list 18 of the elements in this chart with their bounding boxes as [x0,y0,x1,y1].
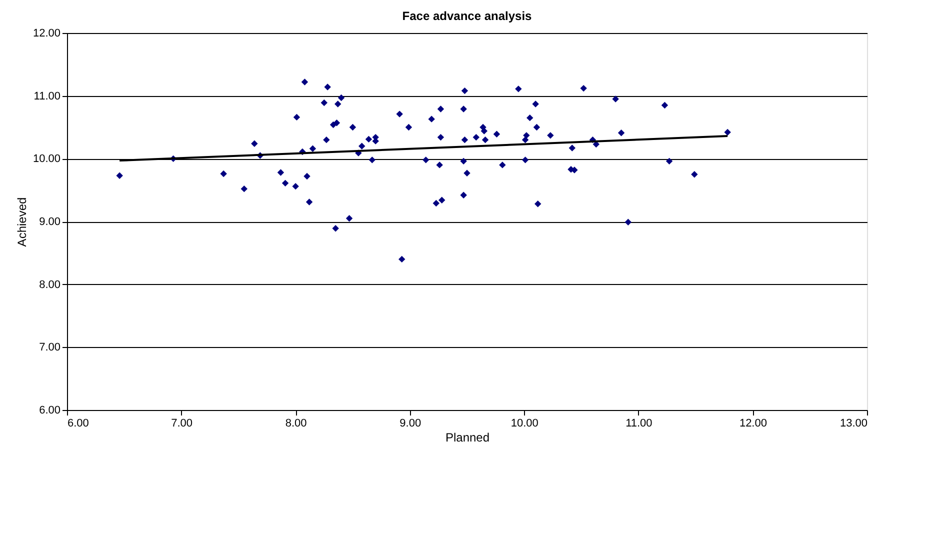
x-axis-title: Planned [445,430,490,444]
chart-title: Face advance analysis [402,9,532,23]
y-tick-label: 9.00 [39,216,60,228]
y-tick-label: 10.00 [32,153,60,166]
x-tick-label: 7.00 [171,418,192,430]
x-tick-label: 8.00 [285,418,307,430]
y-tick-label: 12.00 [32,28,60,40]
y-tick-label: 8.00 [39,278,60,291]
x-tick-label: 10.00 [510,418,538,430]
x-tick-label: 9.00 [400,418,422,430]
y-axis-title: Achieved [14,197,29,247]
x-tick-label: 13.00 [840,418,868,430]
x-tick-label: 11.00 [626,418,652,430]
y-tick-label: 11.00 [34,90,60,102]
x-tick-label: 12.00 [739,418,767,430]
y-tick-label: 6.00 [39,404,60,416]
y-tick-label: 7.00 [39,342,60,354]
x-tick-label: 6.00 [68,418,89,430]
